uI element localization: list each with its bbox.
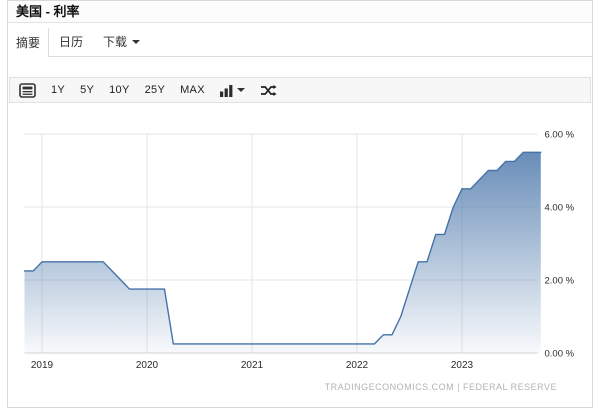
svg-text:2.00 %: 2.00 % bbox=[545, 276, 575, 287]
svg-text:TRADINGECONOMICS.COM | FEDER: TRADINGECONOMICS.COM | FEDERAL RESERVE bbox=[325, 382, 557, 392]
svg-text:2023: 2023 bbox=[451, 360, 474, 371]
range-button-10y[interactable]: 10Y bbox=[109, 84, 130, 96]
tab-calendar[interactable]: 日历 bbox=[49, 28, 93, 56]
column-chart-icon bbox=[219, 84, 233, 97]
range-button-max[interactable]: MAX bbox=[180, 84, 205, 96]
tab-download[interactable]: 下载 bbox=[93, 28, 150, 56]
caret-down-icon bbox=[132, 40, 141, 44]
range-button-1y[interactable]: 1Y bbox=[51, 84, 66, 96]
tab-summary[interactable]: 摘要 bbox=[8, 28, 50, 57]
svg-text:4.00 %: 4.00 % bbox=[545, 203, 575, 214]
news-icon bbox=[19, 82, 36, 98]
interest-rate-chart[interactable]: 0.00 % 2.00 % 4.00 % 6.00 % 2019 2020 2021 2022… bbox=[8, 103, 592, 408]
tab-summary-label: 摘要 bbox=[16, 35, 41, 50]
compare-button[interactable] bbox=[260, 84, 277, 97]
caret-down-icon bbox=[236, 88, 245, 92]
svg-text:2022: 2022 bbox=[346, 360, 369, 371]
svg-text:2019: 2019 bbox=[31, 360, 54, 371]
chart-type-button[interactable] bbox=[219, 84, 245, 97]
range-button-5y[interactable]: 5Y bbox=[80, 84, 95, 96]
chart-toolbar: 1Y 5Y 10Y 25Y MAX bbox=[9, 77, 591, 103]
chart-card: 美国 - 利率 摘要 日历 下载 1Y 5Y 10Y 25Y MAX bbox=[7, 0, 593, 408]
tab-download-label: 下载 bbox=[103, 35, 128, 49]
range-button-25y[interactable]: 25Y bbox=[144, 84, 166, 96]
svg-text:0.00 %: 0.00 % bbox=[545, 349, 575, 360]
compare-icon bbox=[260, 84, 277, 96]
svg-text:2021: 2021 bbox=[241, 360, 264, 371]
interest-rate-chart-svg: 0.00 % 2.00 % 4.00 % 6.00 % 2019 2020 2021 2022… bbox=[23, 130, 575, 392]
svg-text:2020: 2020 bbox=[136, 360, 159, 371]
svg-text:6.00 %: 6.00 % bbox=[545, 130, 575, 141]
tab-calendar-label: 日历 bbox=[59, 35, 84, 49]
news-button[interactable] bbox=[19, 82, 36, 98]
page-title: 美国 - 利率 bbox=[8, 1, 592, 23]
tab-bar: 摘要 日历 下载 bbox=[8, 23, 592, 57]
